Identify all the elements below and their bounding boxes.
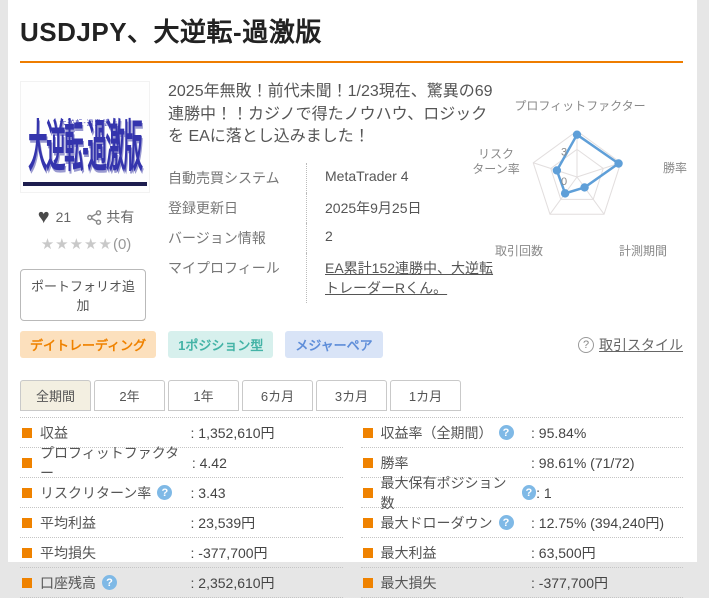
help-icon[interactable]: ?	[521, 485, 537, 500]
radar-axis-trade-count: 取引回数	[495, 244, 544, 258]
bullet-icon	[22, 547, 32, 558]
product-image-baseline	[23, 182, 147, 186]
help-icon[interactable]: ?	[498, 515, 514, 530]
bullet-icon	[362, 457, 373, 468]
detail-label: バージョン情報	[168, 230, 266, 247]
detail-label: マイプロフィール	[168, 260, 280, 277]
tag-day-trading[interactable]: デイトレーディング	[20, 331, 157, 358]
stat-row-avg-loss: 平均損失? : -377,700円	[20, 538, 343, 568]
like-share-row: ♥ 21 共有	[20, 207, 152, 227]
heart-icon[interactable]: ♥	[37, 206, 50, 228]
review-count: (0)	[112, 236, 132, 253]
share-label: 共有	[106, 209, 135, 225]
bullet-icon	[362, 547, 373, 558]
stat-row-max-profit: 最大利益? : 63,500円	[360, 538, 683, 568]
detail-value-platform: MetaTrader 4	[306, 163, 498, 194]
stat-row-avg-profit: 平均利益? : 23,539円	[20, 508, 343, 538]
stat-row-max-loss: 最大損失? : -377,700円	[360, 568, 683, 598]
stat-row-profit: 収益? : 1,352,610円	[20, 418, 343, 448]
tab-6-months[interactable]: 6カ月	[242, 380, 313, 411]
detail-label: 自動売買システム	[168, 170, 280, 187]
radar-chart: 30	[532, 130, 623, 215]
like-count: 21	[55, 209, 72, 225]
product-image: 大逆転-過激版 大逆転-過激版	[20, 81, 150, 193]
radar-axis-win-rate: 勝率	[662, 161, 687, 175]
tab-3-months[interactable]: 3カ月	[316, 380, 387, 411]
product-details-list: 自動売買システム MetaTrader 4 登録更新日 2025年9月25日 バ…	[168, 163, 498, 304]
share-icon	[87, 209, 102, 225]
tag-one-position[interactable]: 1ポジション型	[168, 331, 274, 358]
bullet-icon	[362, 517, 373, 528]
stat-row-max-positions: 最大保有ポジション数? : 1	[360, 475, 683, 511]
add-portfolio-button[interactable]: ポートフォリオ追加	[20, 269, 146, 321]
bullet-icon	[22, 517, 32, 528]
help-icon[interactable]: ?	[157, 485, 173, 500]
product-page: USDJPY、大逆転-過激版 大逆転-過激版 大逆転-過激版 ♥ 21	[8, 0, 697, 598]
bullet-icon	[22, 427, 32, 438]
profile-link[interactable]: EA累計152連勝中、大逆転トレーダーRくん。	[325, 260, 494, 297]
detail-value-updated: 2025年9月25日	[306, 193, 498, 224]
detail-label: 登録更新日	[168, 200, 238, 217]
period-tabs: 全期間 2年 1年 6カ月 3カ月 1カ月	[20, 380, 683, 411]
tab-1-month[interactable]: 1カ月	[390, 380, 461, 411]
detail-value-version: 2	[306, 223, 498, 254]
radar-axis-risk-return: リスク ターン率	[472, 147, 520, 176]
radar-axis-profit-factor: プロフィットファクター	[514, 99, 646, 113]
bullet-icon	[362, 577, 373, 588]
product-card-column: 大逆転-過激版 大逆転-過激版 ♥ 21	[20, 81, 152, 321]
stat-row-risk-return: リスクリターン率? : 3.43	[20, 478, 343, 508]
product-overview-section: 大逆転-過激版 大逆転-過激版 ♥ 21	[20, 81, 687, 321]
trade-style-link-wrap: ? 取引スタイル	[578, 335, 683, 355]
product-image-small-text: 大逆転-過激版	[59, 119, 111, 127]
tags-row: デイトレーディング 1ポジション型 メジャーペア ? 取引スタイル	[20, 331, 683, 358]
stat-row-profit-factor: プロフィットファクター? : 4.42	[20, 445, 343, 481]
stat-row-return-rate: 収益率（全期間）? : 95.84%	[360, 418, 683, 448]
help-icon[interactable]: ?	[498, 425, 514, 440]
product-description: 2025年無敗！前代未聞！1/23現在、驚異の69連勝中！！カジノで得たノウハウ…	[168, 83, 493, 146]
svg-text:0: 0	[561, 176, 567, 188]
accent-divider	[20, 61, 683, 63]
bullet-icon	[362, 487, 373, 498]
tab-2-years[interactable]: 2年	[94, 380, 165, 411]
tab-all-period[interactable]: 全期間	[20, 380, 91, 411]
stat-row-balance: 口座残高? : 2,352,610円	[20, 568, 343, 598]
star-rating[interactable]: ★★★★★(0)	[20, 235, 152, 253]
bullet-icon	[22, 457, 32, 468]
tab-1-year[interactable]: 1年	[168, 380, 239, 411]
bullet-icon	[362, 427, 373, 438]
product-image-title-text: 大逆転-過激版	[28, 118, 142, 180]
bullet-icon	[22, 577, 32, 588]
stats-table: 収益? : 1,352,610円 プロフィットファクター? : 4.42 リスク…	[20, 417, 683, 598]
help-icon[interactable]: ?	[102, 575, 117, 590]
product-info-column: 2025年無敗！前代未聞！1/23現在、驚異の69連勝中！！カジノで得たノウハウ…	[168, 81, 498, 321]
svg-text:3: 3	[561, 146, 567, 158]
tag-major-pair[interactable]: メジャーペア	[285, 331, 383, 358]
trade-style-link[interactable]: 取引スタイル	[599, 336, 683, 353]
stats-left-column: 収益? : 1,352,610円 プロフィットファクター? : 4.42 リスク…	[20, 418, 343, 598]
bullet-icon	[22, 487, 32, 498]
star-icons: ★★★★★	[40, 236, 113, 253]
page-title: USDJPY、大逆転-過激版	[20, 17, 322, 47]
radar-axis-period: 計測期間	[618, 244, 667, 258]
stats-right-column: 収益率（全期間）? : 95.84% 勝率? : 98.61% (71/72) …	[360, 418, 683, 598]
question-circle-icon[interactable]: ?	[578, 336, 594, 353]
stat-row-win-rate: 勝率? : 98.61% (71/72)	[360, 448, 683, 478]
share-button[interactable]: 共有	[87, 207, 134, 227]
stat-row-max-drawdown: 最大ドローダウン? : 12.75% (394,240円)	[360, 508, 683, 538]
